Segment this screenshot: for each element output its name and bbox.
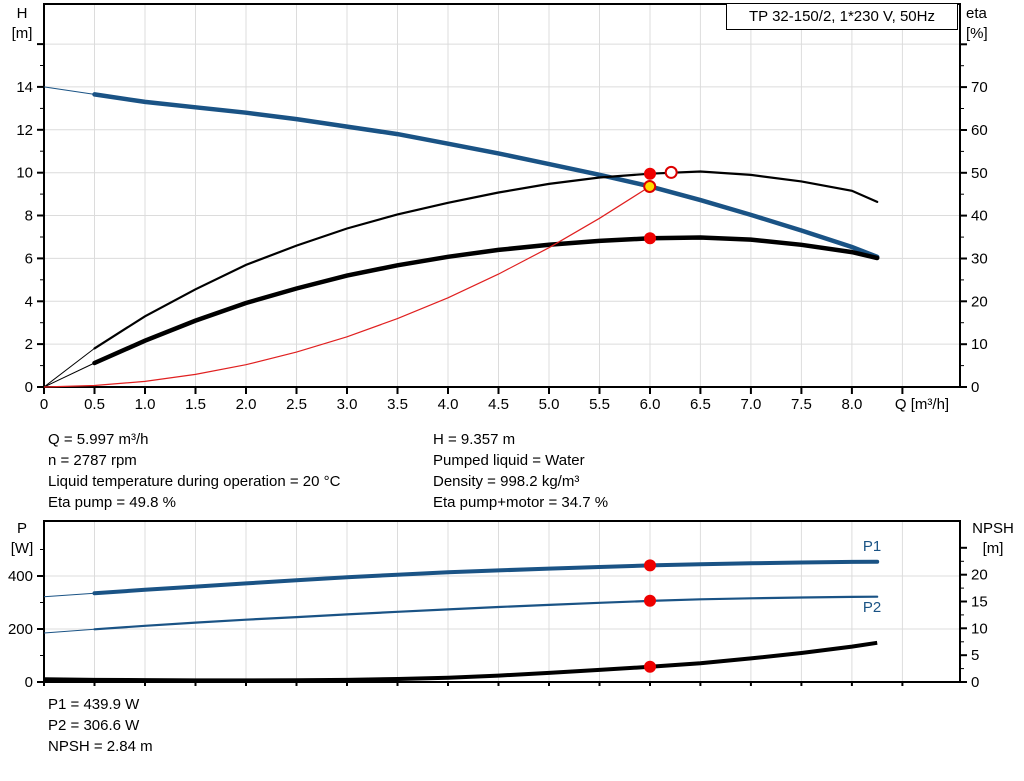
x-tick-label: 3.0 — [337, 396, 358, 413]
axis-tick-label: 5 — [971, 647, 979, 664]
system-curve — [43, 185, 651, 388]
power-axis-symbol: P — [16, 520, 27, 537]
axis-tick-label: 20 — [971, 567, 988, 584]
p2-curve — [93, 595, 879, 631]
axis-tick-label: 10 — [971, 620, 988, 637]
eta-axis-unit: [%] — [966, 25, 988, 42]
head-efficiency-chart: 0 2 4 6 8 10 12 14 0 10 20 30 40 50 60 70 0 0.5 1.0 1.5 2.0 2… — [16, 3, 988, 413]
plot-frame — [43, 520, 961, 683]
pump-title: TP 32-150/2, 1*230 V, 50Hz — [749, 8, 935, 25]
eta-total-marker — [644, 232, 656, 245]
axis-tick-label: 0 — [971, 379, 979, 396]
axis-tick-label: 10 — [971, 336, 988, 353]
info-eta-pump: Eta pump = 49.8 % — [48, 494, 176, 511]
axis-tick-label: 15 — [971, 594, 988, 611]
axis-tick-label: 70 — [971, 79, 988, 96]
info-eta-total: Eta pump+motor = 34.7 % — [433, 494, 609, 511]
axis-tick-label: 10 — [16, 165, 33, 182]
x-tick-label: 6.5 — [690, 396, 711, 413]
info-density: Density = 998.2 kg/m³ — [433, 473, 580, 490]
x-tick-label: 8.0 — [841, 396, 862, 413]
axis-tick-label: 4 — [25, 293, 33, 310]
power-npsh-chart: 0 200 400 0 5 10 15 20 P1 P2 — [8, 520, 988, 691]
x-tick-label: 1.5 — [185, 396, 206, 413]
eta-pump-motor-curve — [92, 235, 880, 366]
axis-tick-label: 400 — [8, 568, 33, 585]
x-tick-label: 0.5 — [84, 396, 105, 413]
x-tick-label: 4.5 — [488, 396, 509, 413]
x-tick-label: 1.0 — [135, 396, 156, 413]
info-speed: n = 2787 rpm — [48, 452, 137, 469]
info-p1: P1 = 439.9 W — [48, 696, 140, 713]
x-tick-label: 2.5 — [286, 396, 307, 413]
x-tick-label: 3.5 — [387, 396, 408, 413]
axis-tick-label: 60 — [971, 122, 988, 139]
head-axis-title: H [m] — [2, 4, 42, 44]
info-head: H = 9.357 m — [433, 431, 516, 448]
p1-curve — [92, 559, 880, 596]
plot-frame — [43, 3, 961, 388]
head-curve-thin-start — [43, 86, 95, 95]
x-tick-label: 0 — [40, 396, 48, 413]
npsh-curve — [43, 640, 878, 683]
power-info: P1 = 439.9 W P2 = 306.6 W NPSH = 2.84 m — [48, 694, 153, 757]
npsh-axis-symbol: NPSH — [972, 520, 1014, 537]
axis-tick-label: 50 — [971, 165, 988, 182]
axis-tick-label: 30 — [971, 251, 988, 268]
x-tick-label: 7.5 — [791, 396, 812, 413]
axis-tick-label: 20 — [971, 293, 988, 310]
axis-tick-label: 8 — [25, 208, 33, 225]
p2-curve-label: P2 — [863, 599, 881, 616]
info-liquid: Pumped liquid = Water — [433, 452, 585, 469]
head-curve — [92, 92, 880, 260]
x-tick-label: 5.0 — [539, 396, 560, 413]
x-axis-unit-label: Q [m³/h] — [895, 396, 949, 413]
axis-tick-label: 0 — [971, 674, 979, 691]
axis-tick-label: 0 — [25, 379, 33, 396]
p1-curve-label: P1 — [863, 538, 881, 555]
eta-pump-marker — [644, 167, 656, 180]
head-axis-unit: [m] — [11, 25, 33, 42]
axis-tick-label: 6 — [25, 250, 33, 267]
axis-tick-label: 14 — [16, 79, 33, 96]
x-tick-label: 7.0 — [740, 396, 761, 413]
info-npsh: NPSH = 2.84 m — [48, 738, 153, 755]
p1-curve-thin-start — [43, 592, 95, 598]
best-efficiency-marker — [664, 165, 678, 179]
x-tick-label: 6.0 — [640, 396, 661, 413]
info-flow: Q = 5.997 m³/h — [48, 431, 149, 448]
info-temperature: Liquid temperature during operation = 20… — [48, 473, 341, 490]
axis-tick-label: 12 — [16, 122, 33, 139]
p2-curve-thin-start — [43, 628, 95, 634]
npsh-marker — [644, 660, 656, 673]
eta-pump-motor-curve-thin-start — [43, 362, 95, 388]
x-tick-label: 5.5 — [589, 396, 610, 413]
axis-tick-label: 200 — [8, 621, 33, 638]
axis-tick-label: 40 — [971, 208, 988, 225]
npsh-axis-unit: [m] — [982, 540, 1004, 557]
x-tick-label: 4.0 — [438, 396, 459, 413]
axis-tick-label: 2 — [25, 336, 33, 353]
info-p2: P2 = 306.6 W — [48, 717, 140, 734]
eta-pump-curve-thin-start — [43, 348, 95, 388]
eta-axis-title: eta [%] — [966, 4, 1010, 44]
duty-info-left: Q = 5.997 m³/h n = 2787 rpm Liquid tempe… — [48, 429, 340, 513]
duty-point-marker — [643, 180, 657, 193]
power-axis-unit: [W] — [10, 540, 34, 557]
duty-info-right: H = 9.357 m Pumped liquid = Water Densit… — [433, 429, 608, 513]
eta-axis-symbol: eta — [966, 5, 987, 22]
pump-title-box: TP 32-150/2, 1*230 V, 50Hz — [726, 3, 958, 30]
eta-pump-curve — [93, 170, 879, 350]
p1-marker — [644, 559, 656, 572]
power-axis-title: P [W] — [0, 519, 44, 559]
p2-marker — [644, 594, 656, 607]
x-tick-label: 2.0 — [236, 396, 257, 413]
npsh-axis-title: NPSH [m] — [963, 519, 1023, 559]
axis-tick-label: 0 — [25, 674, 33, 691]
head-axis-symbol: H — [16, 5, 28, 22]
